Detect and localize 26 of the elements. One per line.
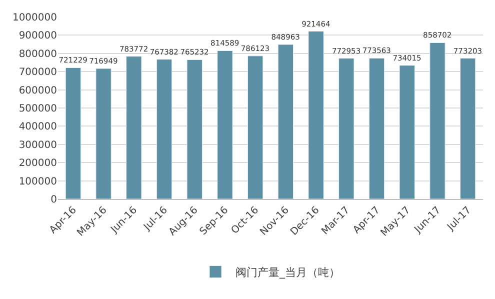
bar <box>399 65 415 199</box>
y-tick-label: 400000 <box>18 122 57 133</box>
bar <box>460 58 476 199</box>
legend-label: 阀门产量_当月（吨） <box>236 266 340 280</box>
bar <box>247 56 264 199</box>
bar <box>217 50 233 199</box>
bar <box>186 59 202 199</box>
y-tick-label: 800000 <box>18 48 57 60</box>
bar <box>65 67 82 199</box>
y-tick-label: 1000000 <box>12 12 57 24</box>
y-tick-label: 700000 <box>18 67 57 78</box>
y-tick-label: 100000 <box>18 176 57 188</box>
y-tick-label: 200000 <box>18 158 57 170</box>
bar <box>338 58 354 199</box>
bar <box>430 42 446 199</box>
y-tick-label: 0 <box>50 194 57 206</box>
y-tick-label: 600000 <box>18 85 57 96</box>
y-tick-label: 300000 <box>18 140 57 151</box>
bar <box>126 56 142 199</box>
y-tick-label: 900000 <box>18 30 57 42</box>
bar <box>156 59 172 199</box>
bar <box>308 31 324 199</box>
y-tick-label: 500000 <box>18 104 57 114</box>
bar <box>278 44 294 199</box>
bar <box>368 58 385 199</box>
bar <box>96 68 112 199</box>
